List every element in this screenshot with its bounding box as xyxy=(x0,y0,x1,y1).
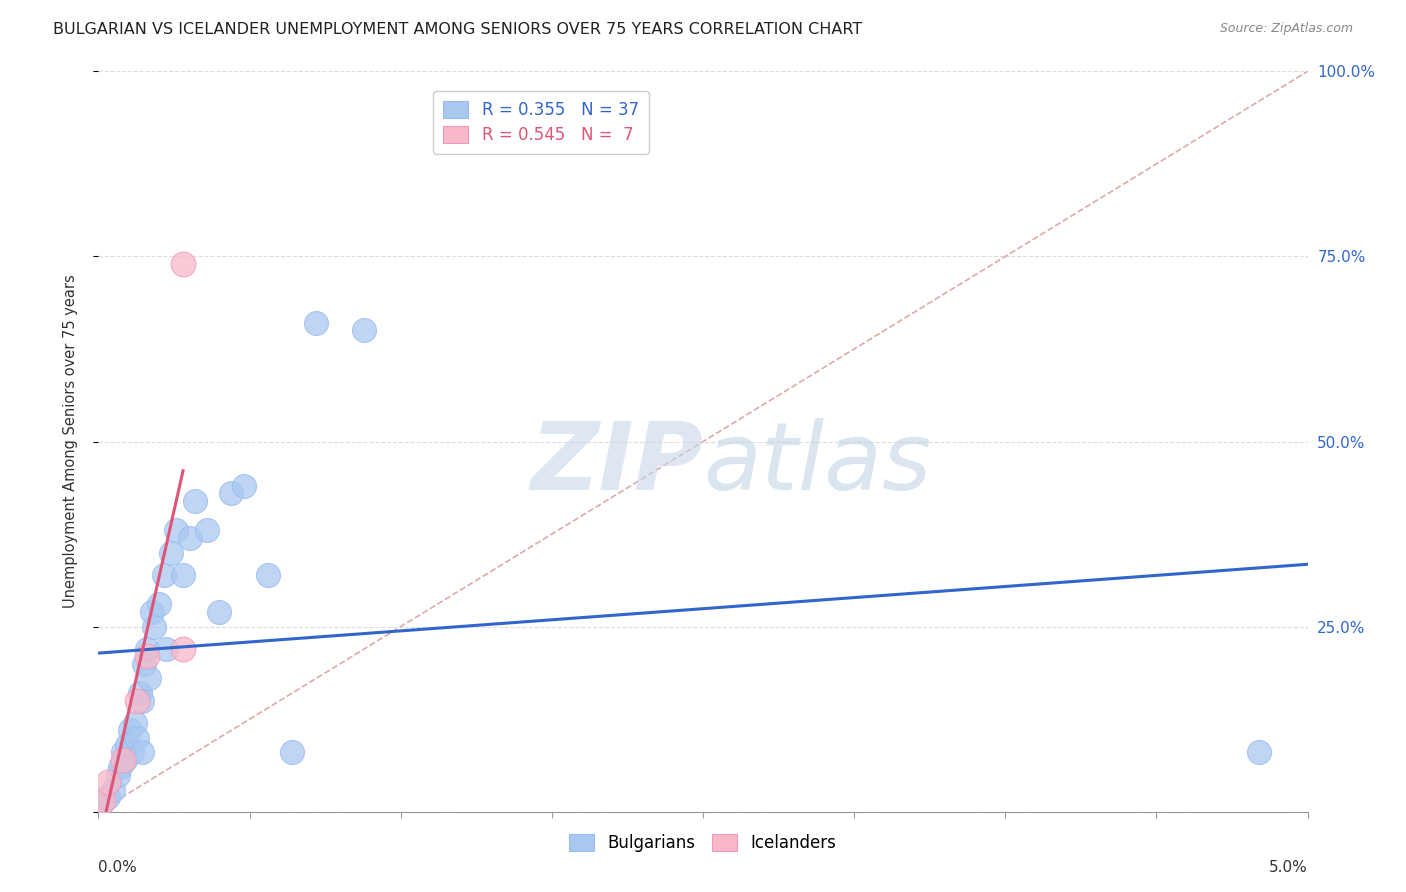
Point xyxy=(138,672,160,686)
Point xyxy=(141,605,163,619)
Point xyxy=(195,524,218,538)
Point xyxy=(97,789,120,804)
Legend: Bulgarians, Icelanders: Bulgarians, Icelanders xyxy=(562,828,844,859)
Point xyxy=(121,746,143,760)
Point xyxy=(148,598,170,612)
Text: ZIP: ZIP xyxy=(530,417,703,509)
Point xyxy=(172,257,194,271)
Text: BULGARIAN VS ICELANDER UNEMPLOYMENT AMONG SENIORS OVER 75 YEARS CORRELATION CHAR: BULGARIAN VS ICELANDER UNEMPLOYMENT AMON… xyxy=(53,22,863,37)
Point xyxy=(107,767,129,781)
Point xyxy=(172,567,194,582)
Point xyxy=(111,746,134,760)
Point xyxy=(256,567,278,582)
Point xyxy=(160,546,183,560)
Point xyxy=(1249,746,1271,760)
Point xyxy=(184,493,207,508)
Point xyxy=(172,641,194,656)
Point xyxy=(127,731,149,745)
Point xyxy=(131,694,153,708)
Point xyxy=(101,782,124,797)
Y-axis label: Unemployment Among Seniors over 75 years: Unemployment Among Seniors over 75 years xyxy=(63,275,77,608)
Point xyxy=(305,316,328,330)
Point xyxy=(281,746,304,760)
Point xyxy=(114,753,136,767)
Text: atlas: atlas xyxy=(703,418,931,509)
Point xyxy=(135,649,157,664)
Point xyxy=(91,794,114,808)
Point xyxy=(155,641,177,656)
Point xyxy=(165,524,187,538)
Point xyxy=(152,567,174,582)
Point xyxy=(134,657,156,671)
Point xyxy=(208,605,231,619)
Point xyxy=(353,324,375,338)
Point xyxy=(232,479,254,493)
Point xyxy=(135,641,157,656)
Point xyxy=(127,694,149,708)
Point xyxy=(97,775,120,789)
Point xyxy=(91,794,114,808)
Point xyxy=(128,686,150,700)
Point xyxy=(111,753,134,767)
Point xyxy=(117,738,139,752)
Point xyxy=(124,715,146,730)
Point xyxy=(108,760,131,774)
Text: 0.0%: 0.0% xyxy=(98,860,138,875)
Point xyxy=(143,619,166,633)
Point xyxy=(179,531,201,545)
Point xyxy=(221,486,243,500)
Text: Source: ZipAtlas.com: Source: ZipAtlas.com xyxy=(1219,22,1353,36)
Point xyxy=(131,746,153,760)
Point xyxy=(118,723,141,738)
Text: 5.0%: 5.0% xyxy=(1268,860,1308,875)
